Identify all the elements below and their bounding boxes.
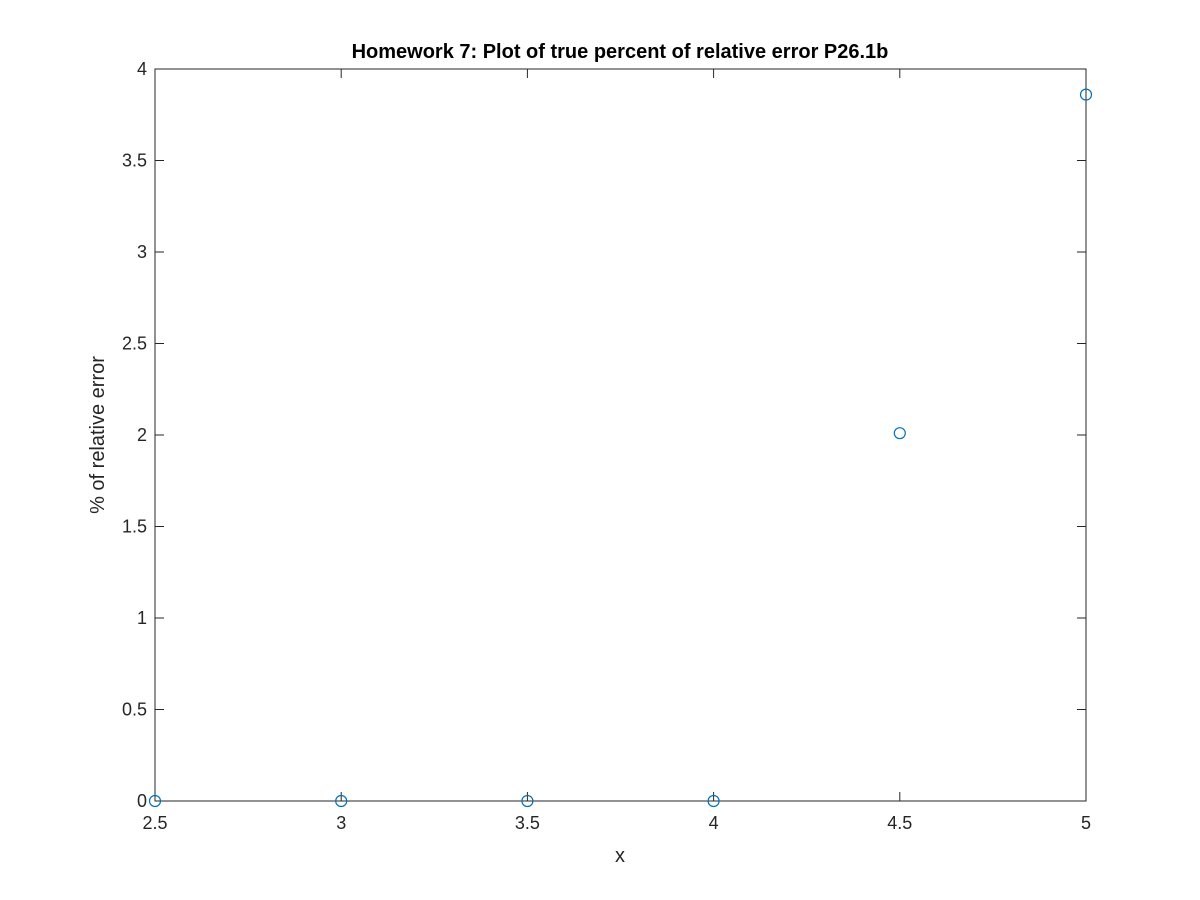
- data-point: [335, 794, 348, 808]
- x-tick-label: 5: [1081, 813, 1091, 833]
- data-point: [893, 427, 906, 440]
- data-point: [148, 794, 162, 808]
- x-axis-label: x: [615, 845, 625, 867]
- plot-area: 2.5 3 3.5 4 4.5 5 0 0.5 1 1.5 2 2.5 3 3.5 4: [122, 59, 1093, 833]
- x-tick-label: 4: [709, 813, 719, 833]
- data-point: [521, 794, 534, 808]
- x-axis-ticks: 2.5 3 3.5 4 4.5 5: [142, 69, 1091, 833]
- chart-title: Homework 7: Plot of true percent of rela…: [352, 41, 889, 63]
- axes-box: [154, 68, 1087, 802]
- x-tick-label: 4.5: [887, 813, 912, 833]
- data-point: [707, 794, 720, 808]
- x-tick-label: 3: [336, 813, 346, 833]
- y-tick-label: 1: [137, 608, 147, 628]
- y-axis-label: % of relative error: [87, 356, 109, 514]
- y-tick-label: 3.5: [122, 151, 147, 171]
- y-tick-label: 2.5: [122, 334, 147, 354]
- x-tick-label: 3.5: [515, 813, 540, 833]
- y-axis-ticks: 0 0.5 1 1.5 2 2.5 3 3.5 4: [122, 59, 1086, 811]
- data-point: [1079, 88, 1093, 101]
- y-tick-label: 4: [137, 59, 147, 79]
- y-tick-label: 0: [137, 791, 147, 811]
- data-points: [148, 88, 1093, 808]
- y-tick-label: 0.5: [122, 700, 147, 720]
- y-tick-label: 2: [137, 425, 147, 445]
- x-tick-label: 2.5: [142, 813, 167, 833]
- y-tick-label: 3: [137, 242, 147, 262]
- y-tick-label: 1.5: [122, 517, 147, 537]
